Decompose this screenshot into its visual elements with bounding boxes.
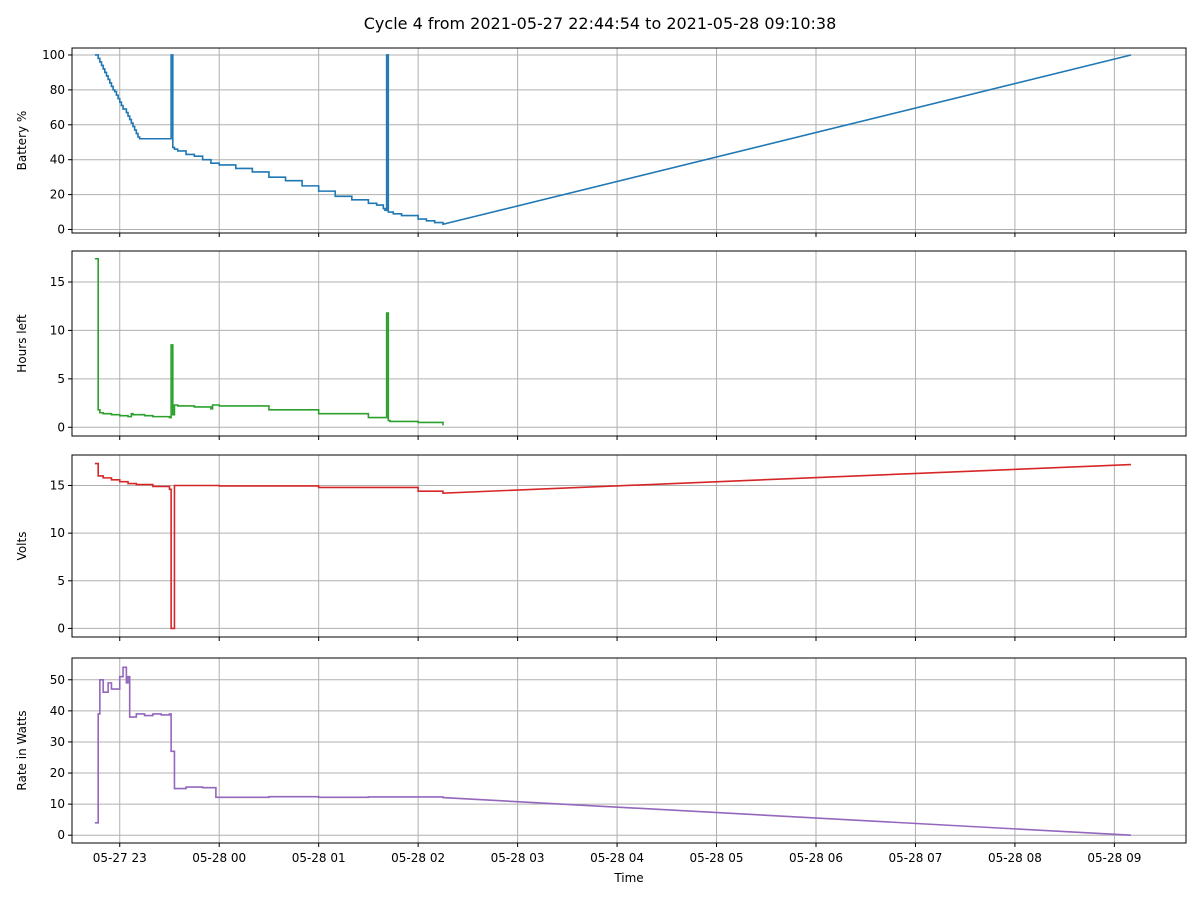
y-tick-label: 0 [57,420,65,434]
x-tick-label: 05-28 02 [391,851,445,865]
series-line-2 [94,257,444,426]
y-axis-label-2: Hours left [15,314,29,373]
y-tick-label: 5 [57,372,65,386]
y-tick-label: 50 [50,673,65,687]
y-tick-label: 30 [50,735,65,749]
x-tick-label: 05-27 23 [93,851,147,865]
x-tick-label: 05-28 09 [1087,851,1141,865]
x-tick-label: 05-28 04 [590,851,644,865]
x-tick-label: 05-28 06 [789,851,843,865]
y-tick-label: 40 [50,704,65,718]
y-tick-label: 10 [50,797,65,811]
series-line-4 [94,666,1132,837]
x-tick-label: 05-28 03 [491,851,545,865]
axes-frame [71,657,1187,844]
x-axis-label: Time [613,871,643,885]
subplot-2: 0 5 10 15 Hours left [15,250,1187,440]
y-tick-label: 100 [42,48,65,62]
y-tick-label: 80 [50,83,65,97]
y-tick-label: 40 [50,153,65,167]
y-tick-label: 0 [57,621,65,635]
y-tick-label: 20 [50,766,65,780]
subplot-3: 0 5 10 15 Volts [15,454,1187,641]
y-tick-label: 10 [50,526,65,540]
y-axis-label-3: Volts [15,532,29,561]
y-tick-label: 0 [57,828,65,842]
x-tick-label: 05-28 01 [292,851,346,865]
figure-title: Cycle 4 from 2021-05-27 22:44:54 to 2021… [363,14,837,33]
y-tick-label: 15 [50,478,65,492]
y-axis-label-4: Rate in Watts [15,710,29,790]
series-line-1 [94,54,1132,226]
axes-frame [71,454,1187,638]
x-tick-label: 05-28 00 [192,851,246,865]
subplot-4: 0 10 20 30 40 50 Rate in Watts 05-27 23 05-28 00… [15,657,1187,885]
y-tick-label: 5 [57,574,65,588]
subplot-1: 0 20 40 60 80 100 Battery % [15,47,1187,237]
x-tick-label: 05-28 07 [888,851,942,865]
y-tick-label: 15 [50,275,65,289]
x-tick-label: 05-28 08 [988,851,1042,865]
series-line-3 [94,462,1131,630]
axes-frame [71,250,1187,437]
y-tick-label: 10 [50,323,65,337]
y-tick-label: 60 [50,118,65,132]
y-tick-label: 20 [50,188,65,202]
y-axis-label-1: Battery % [15,111,29,171]
axes-frame [71,47,1187,234]
y-tick-label: 0 [57,223,65,237]
x-tick-label: 05-28 05 [690,851,744,865]
